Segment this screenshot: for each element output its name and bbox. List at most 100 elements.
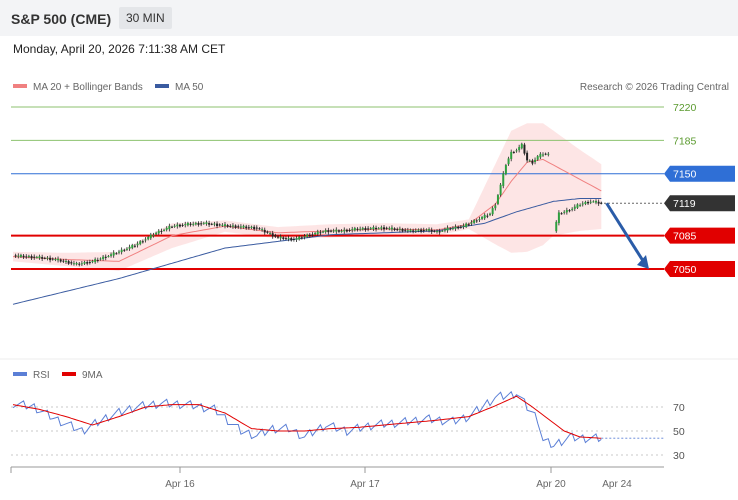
legend-ma50-swatch xyxy=(155,84,169,88)
candle-body xyxy=(139,241,142,245)
candle-body xyxy=(308,234,311,236)
symbol-title: S&P 500 (CME) xyxy=(11,11,112,27)
candle-body xyxy=(224,224,226,227)
candle-body xyxy=(234,225,237,228)
candle-body xyxy=(41,257,44,259)
legend-ma20-swatch xyxy=(13,84,27,88)
datetime-label: Monday, April 20, 2026 7:11:38 AM CET xyxy=(13,42,226,56)
candle-body xyxy=(491,208,494,215)
candle-body xyxy=(194,222,197,225)
candle-body xyxy=(367,228,370,230)
candle-body xyxy=(282,237,285,240)
candle-body xyxy=(451,228,454,230)
candle-body xyxy=(173,225,176,227)
candle-body xyxy=(324,230,327,233)
candle-body xyxy=(306,234,309,237)
level-tag-7050 xyxy=(664,261,735,277)
candle-body xyxy=(369,228,372,230)
candle-body xyxy=(576,204,579,208)
candle-body xyxy=(428,229,431,231)
legend-rsi-swatch xyxy=(13,372,27,376)
credit-label: Research © 2026 Trading Central xyxy=(580,82,729,93)
candle-body xyxy=(348,229,351,231)
candle-body xyxy=(372,227,375,230)
candle-body xyxy=(528,160,531,162)
candle-body xyxy=(255,227,258,229)
candle-body xyxy=(258,228,261,230)
candle-body xyxy=(520,143,523,149)
candle-body xyxy=(335,229,338,232)
candle-body xyxy=(404,229,407,231)
rsi-tick-50: 50 xyxy=(673,426,685,438)
candle-body xyxy=(277,236,279,238)
candle-body xyxy=(147,237,150,240)
level-lines xyxy=(11,106,664,270)
legend: MA 20 + Bollinger Bands MA 50 Research ©… xyxy=(13,82,729,93)
level-label-7050: 7050 xyxy=(673,264,697,276)
candle-body xyxy=(136,243,139,246)
candle-body xyxy=(239,226,242,228)
candle-body xyxy=(72,263,75,265)
candle-body xyxy=(91,260,94,263)
candle-body xyxy=(481,217,484,219)
candle-body xyxy=(57,258,60,261)
candle-body xyxy=(542,154,544,156)
candle-body xyxy=(383,227,385,230)
candle-body xyxy=(298,236,301,240)
candle-body xyxy=(412,230,415,232)
candle-body xyxy=(396,229,399,231)
candle-body xyxy=(512,151,515,153)
candle-body xyxy=(112,252,115,256)
candle-body xyxy=(470,222,473,224)
rsi-tick-70: 70 xyxy=(673,402,685,414)
legend-9ma-label: 9MA xyxy=(82,370,103,381)
level-label-7085: 7085 xyxy=(673,231,697,243)
candle-body xyxy=(22,255,25,258)
timeframe-badge[interactable]: 30 MIN xyxy=(119,7,172,29)
candle-body xyxy=(27,255,30,258)
rsi-lines xyxy=(12,390,664,449)
candle-body xyxy=(192,223,195,225)
candle-body xyxy=(70,262,73,264)
candle-body xyxy=(300,237,303,239)
forecast-arrow-head xyxy=(637,255,649,269)
candle-body xyxy=(216,223,219,226)
candle-body xyxy=(205,222,208,225)
candle-body xyxy=(443,229,446,231)
candle-body xyxy=(375,227,378,230)
candle-body xyxy=(459,226,462,228)
candle-body xyxy=(504,165,507,175)
candle-body xyxy=(133,245,136,247)
candle-body xyxy=(496,195,499,204)
candle-body xyxy=(364,228,367,230)
candle-body xyxy=(83,261,86,264)
candle-body xyxy=(287,237,290,240)
candle-body xyxy=(269,233,272,235)
candle-body xyxy=(38,256,41,259)
candle-body xyxy=(555,221,558,232)
candle-body xyxy=(75,262,78,265)
candle-body xyxy=(353,228,356,231)
candle-body xyxy=(388,228,391,230)
candle-body xyxy=(526,152,529,161)
candle-body xyxy=(332,230,335,232)
candle-body xyxy=(536,156,539,160)
candle-body xyxy=(210,223,213,225)
candle-body xyxy=(581,203,584,205)
candle-body xyxy=(507,158,510,165)
x-label-3: Apr 24 xyxy=(602,479,632,490)
candle-body xyxy=(589,201,592,203)
header-bar: S&P 500 (CME) 30 MIN xyxy=(0,0,738,36)
candle-body xyxy=(356,228,359,230)
candle-body xyxy=(107,256,110,258)
candle-body xyxy=(433,230,436,232)
candle-body xyxy=(316,231,319,235)
legend-9ma-swatch xyxy=(62,372,76,376)
candle-body xyxy=(67,261,70,264)
candle-body xyxy=(568,210,571,212)
candle-body xyxy=(221,224,224,226)
legend-ma50-label: MA 50 xyxy=(175,82,204,93)
candle-body xyxy=(94,259,97,263)
candle-body xyxy=(478,219,481,221)
candle-body xyxy=(78,263,81,265)
